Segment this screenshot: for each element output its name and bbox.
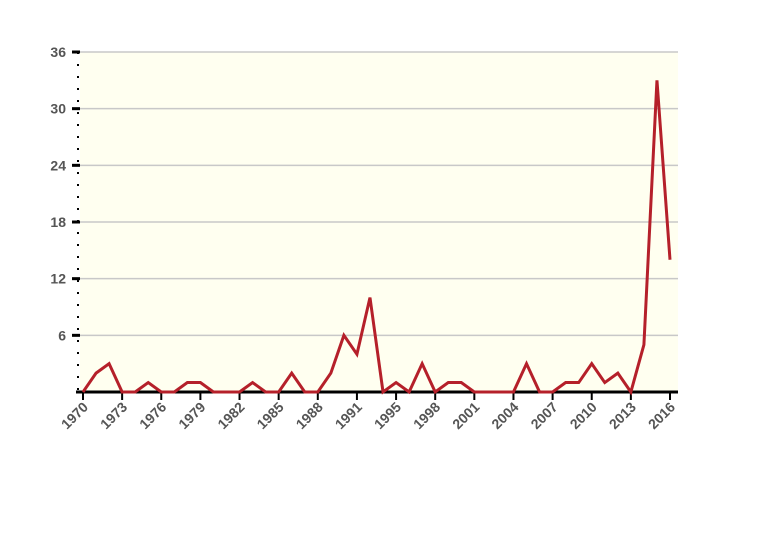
x-tick-label: 1973 bbox=[97, 399, 130, 432]
x-tick-label: 1995 bbox=[371, 399, 404, 432]
x-tick-label: 1976 bbox=[136, 399, 169, 432]
x-tick-label: 2001 bbox=[449, 399, 482, 432]
x-tick-label: 2010 bbox=[567, 399, 600, 432]
x-tick-label: 2013 bbox=[606, 399, 639, 432]
y-tick-label: 30 bbox=[50, 101, 66, 117]
x-tick-label: 1988 bbox=[293, 399, 326, 432]
x-tick-label: 1998 bbox=[410, 399, 443, 432]
x-tick-label: 2016 bbox=[645, 399, 678, 432]
x-tick-label: 1970 bbox=[58, 399, 91, 432]
y-tick-label: 12 bbox=[50, 271, 66, 287]
y-tick-label: 36 bbox=[50, 44, 66, 60]
x-tick-label: 2004 bbox=[488, 399, 521, 432]
x-tick-label: 1985 bbox=[253, 399, 286, 432]
data-line bbox=[81, 80, 672, 396]
y-tick-label: 6 bbox=[58, 327, 66, 343]
x-tick-label: 1979 bbox=[175, 399, 208, 432]
y-tick-label: 24 bbox=[50, 157, 66, 173]
x-tick-label: 1982 bbox=[214, 399, 247, 432]
x-tick-label: 2007 bbox=[527, 399, 560, 432]
x-tick-label: 1991 bbox=[332, 399, 365, 432]
y-tick-label: 18 bbox=[50, 214, 66, 230]
